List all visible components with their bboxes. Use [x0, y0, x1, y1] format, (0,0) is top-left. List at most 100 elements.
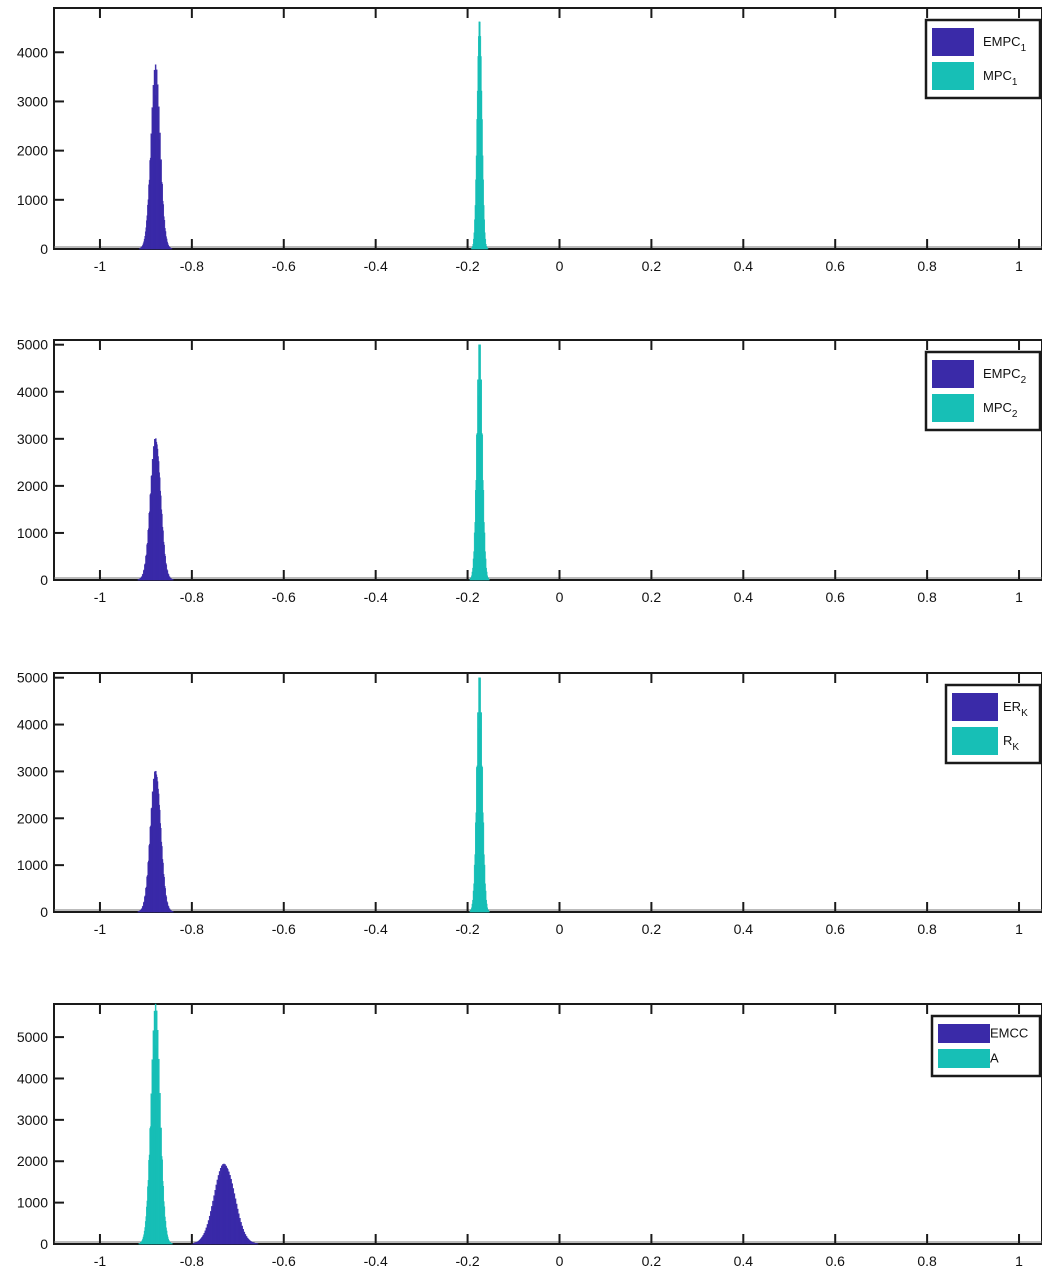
x-tick-label: 1 [1015, 1253, 1023, 1269]
x-tick-label: 0.8 [917, 1253, 937, 1269]
x-tick-label: 0.6 [825, 589, 845, 605]
series-2 [138, 1003, 173, 1245]
x-tick-label: 0.4 [734, 921, 754, 937]
legend-swatch [952, 727, 998, 755]
x-tick-label: -1 [94, 921, 107, 937]
x-tick-label: 0.4 [734, 1253, 754, 1269]
series-1 [190, 1163, 259, 1245]
y-tick-label: 1000 [17, 857, 48, 873]
series-1 [138, 64, 173, 250]
y-tick-label: 0 [40, 241, 48, 257]
x-tick-label: 1 [1015, 258, 1023, 274]
histogram-bar [488, 579, 490, 581]
x-tick-label: -0.8 [180, 921, 204, 937]
y-tick-label: 0 [40, 904, 48, 920]
legend-label: A [990, 1051, 999, 1066]
panel-1: -1 -0.8 -0.6 -0.4 -0.2 0 0.2 0.4 0.6 0.8 1 0 1000 200… [17, 7, 1042, 274]
x-tick-label: -0.4 [364, 1253, 388, 1269]
y-tick-label: 5000 [17, 670, 48, 686]
x-tick-label: -0.4 [364, 921, 388, 937]
x-tick-label: -0.6 [272, 589, 296, 605]
y-tick-label: 4000 [17, 44, 48, 60]
y-tick-label: 4000 [17, 384, 48, 400]
x-tick-label: -0.6 [272, 1253, 296, 1269]
x-tick-label: 1 [1015, 921, 1023, 937]
y-tick-label: 1000 [17, 525, 48, 541]
y-tick-label: 1000 [17, 1195, 48, 1211]
y-tick-label: 2000 [17, 1153, 48, 1169]
axes-frame [53, 7, 1042, 250]
x-tick-label: 0 [556, 258, 564, 274]
x-tick-label: 1 [1015, 589, 1023, 605]
x-tick-label: 0.6 [825, 1253, 845, 1269]
legend-swatch [952, 693, 998, 721]
legend-swatch [938, 1049, 990, 1068]
x-tick-label: -0.8 [180, 258, 204, 274]
panel-4: -1 -0.8 -0.6 -0.4 -0.2 0 0.2 0.4 0.6 0.8 1 0 1000 200… [17, 1003, 1042, 1269]
x-tick-label: -0.8 [180, 1253, 204, 1269]
x-tick-label: 0.4 [734, 589, 754, 605]
x-tick-label: -0.4 [364, 589, 388, 605]
y-tick-label: 2000 [17, 143, 48, 159]
y-tick-label: 3000 [17, 93, 48, 109]
series-2 [469, 344, 490, 581]
x-tick-label: -0.2 [456, 258, 480, 274]
legend-swatch [932, 62, 974, 90]
x-tick-label: -1 [94, 1253, 107, 1269]
series-1 [137, 438, 174, 581]
y-tick-label: 5000 [17, 337, 48, 353]
x-tick-label: -0.6 [272, 258, 296, 274]
legend-swatch [938, 1024, 990, 1043]
axes-frame [53, 672, 1042, 913]
legend-swatch [932, 28, 974, 56]
legend: EMCC A [930, 1014, 1042, 1078]
x-tick-label: 0.2 [642, 1253, 662, 1269]
x-tick-label: -0.4 [364, 258, 388, 274]
axes-frame [53, 339, 1042, 581]
x-tick-label: 0.2 [642, 589, 662, 605]
series-2 [470, 21, 489, 250]
panel-3: -1 -0.8 -0.6 -0.4 -0.2 0 0.2 0.4 0.6 0.8 1 0 1000 200… [17, 670, 1042, 937]
x-tick-label: 0 [556, 921, 564, 937]
legend-swatch [932, 360, 974, 388]
y-tick-label: 4000 [17, 717, 48, 733]
x-tick-label: 0.2 [642, 258, 662, 274]
histogram-bar [488, 911, 490, 913]
y-tick-label: 3000 [17, 763, 48, 779]
x-tick-label: -0.2 [456, 1253, 480, 1269]
x-tick-label: 0.2 [642, 921, 662, 937]
legend-swatch [932, 394, 974, 422]
x-tick-label: 0.6 [825, 921, 845, 937]
series-2 [469, 677, 490, 913]
legend-label: EMCC [990, 1026, 1028, 1041]
y-tick-label: 2000 [17, 810, 48, 826]
y-tick-label: 4000 [17, 1070, 48, 1086]
y-tick-label: 0 [40, 1236, 48, 1252]
x-tick-label: 0.8 [917, 589, 937, 605]
y-tick-label: 3000 [17, 431, 48, 447]
x-tick-label: 0 [556, 589, 564, 605]
axes-frame [53, 1003, 1042, 1245]
x-tick-label: -0.6 [272, 921, 296, 937]
panel-2: -1 -0.8 -0.6 -0.4 -0.2 0 0.2 0.4 0.6 0.8 1 0 1000 200… [17, 337, 1042, 605]
series-1 [137, 770, 174, 913]
y-tick-label: 3000 [17, 1112, 48, 1128]
x-tick-label: -0.8 [180, 589, 204, 605]
y-tick-label: 0 [40, 572, 48, 588]
x-tick-label: 0.4 [734, 258, 754, 274]
x-tick-label: -1 [94, 258, 107, 274]
y-tick-label: 2000 [17, 478, 48, 494]
x-tick-label: -1 [94, 589, 107, 605]
x-tick-label: 0.8 [917, 921, 937, 937]
histogram-bar [486, 248, 489, 250]
y-tick-label: 1000 [17, 192, 48, 208]
x-tick-label: -0.2 [456, 921, 480, 937]
x-tick-label: -0.2 [456, 589, 480, 605]
x-tick-label: 0.6 [825, 258, 845, 274]
y-tick-label: 5000 [17, 1029, 48, 1045]
x-tick-label: 0 [556, 1253, 564, 1269]
x-tick-label: 0.8 [917, 258, 937, 274]
